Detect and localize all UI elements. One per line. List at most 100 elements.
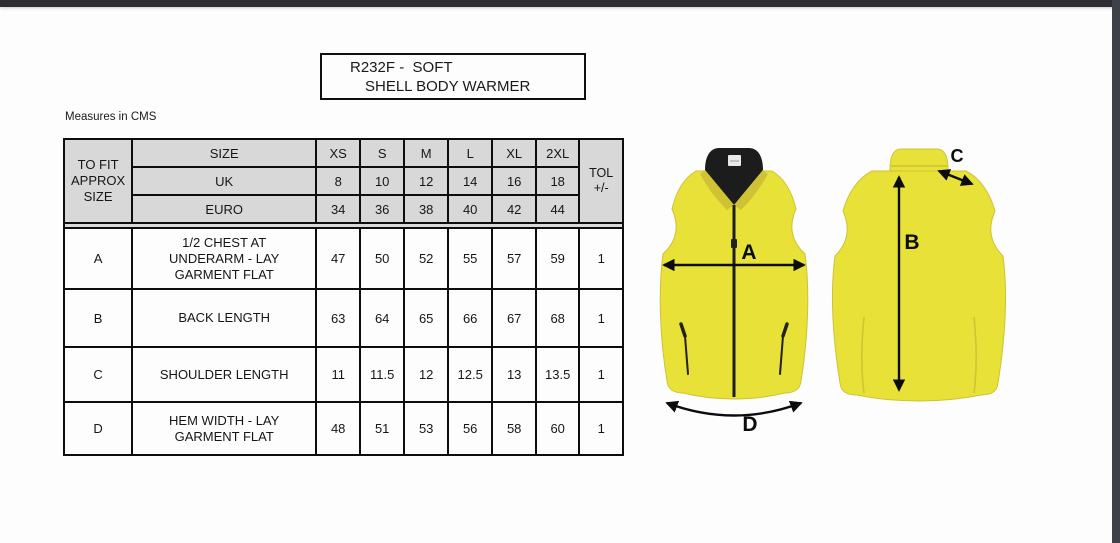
right-pocket-zip bbox=[779, 335, 784, 375]
size-row-label: SIZE bbox=[131, 138, 318, 168]
measurement-description-text: 1/2 CHEST AT UNDERARM - LAY GARMENT FLAT bbox=[169, 234, 280, 282]
shoulder-length-label: C bbox=[951, 146, 964, 166]
measurement-cell: 59 bbox=[535, 227, 581, 290]
back-collar-icon bbox=[889, 148, 949, 176]
row-key: A bbox=[62, 227, 134, 290]
measurement-cell: 60 bbox=[535, 401, 581, 456]
uk-value: 12 bbox=[403, 166, 450, 196]
measurement-cell: 52 bbox=[403, 227, 450, 290]
measurement-description-text: HEM WIDTH - LAY GARMENT FLAT bbox=[169, 412, 280, 444]
to-fit-approx-size-label: TO FIT APPROX SIZE bbox=[62, 138, 134, 224]
right-pocket-zip bbox=[781, 322, 789, 338]
measurement-cell: 12.5 bbox=[447, 346, 494, 403]
measurement-cell: 47 bbox=[315, 227, 362, 290]
header-row-uk: UK 8 10 12 14 16 18 bbox=[64, 166, 623, 196]
garment-front-view: A D bbox=[659, 148, 809, 436]
measurement-cell: 66 bbox=[447, 288, 494, 348]
measurement-row-b: B BACK LENGTH 63 64 65 66 67 68 1 bbox=[62, 288, 625, 348]
measurement-description: 1/2 CHEST AT UNDERARM - LAY GARMENT FLAT bbox=[131, 227, 318, 290]
uk-row-label: UK bbox=[131, 166, 318, 196]
tolerance-cell: 1 bbox=[578, 401, 625, 456]
left-pocket-zip bbox=[684, 335, 689, 375]
measurement-row-d: D HEM WIDTH - LAY GARMENT FLAT 48 51 53 … bbox=[62, 401, 625, 456]
size-m: M bbox=[403, 138, 450, 168]
tolerance-cell: 1 bbox=[578, 346, 625, 403]
left-pocket-zip bbox=[679, 322, 687, 338]
euro-value: 34 bbox=[315, 194, 362, 224]
size-l: L bbox=[447, 138, 494, 168]
size-2xl: 2XL bbox=[535, 138, 581, 168]
tolerance-label-line2: +/- bbox=[593, 181, 609, 195]
row-key: D bbox=[62, 401, 134, 456]
shoulder-length-arrow bbox=[937, 169, 974, 186]
product-code: R232F - SOFT bbox=[350, 59, 453, 76]
back-length-label: B bbox=[904, 231, 919, 254]
front-collar-icon bbox=[705, 148, 763, 205]
product-name: SHELL BODY WARMER bbox=[365, 78, 531, 95]
measurement-cell: 53 bbox=[403, 401, 450, 456]
header-row-size: TO FIT APPROX SIZE SIZE XS S M L XL 2XL … bbox=[62, 138, 625, 224]
tolerance-label: TOL +/- bbox=[578, 138, 625, 224]
separator-band bbox=[62, 222, 625, 229]
euro-value: 42 bbox=[491, 194, 538, 224]
measurement-row-a: A 1/2 CHEST AT UNDERARM - LAY GARMENT FL… bbox=[62, 227, 625, 290]
measurement-cell: 13.5 bbox=[535, 346, 581, 403]
chest-measure-label: A bbox=[741, 241, 756, 264]
back-vest-body bbox=[832, 170, 1006, 402]
tolerance-cell: 1 bbox=[578, 227, 625, 290]
measurement-cell: 65 bbox=[403, 288, 450, 348]
size-xl: XL bbox=[491, 138, 538, 168]
window-right-edge bbox=[1112, 0, 1120, 543]
hem-measure-label: D bbox=[742, 413, 757, 436]
measurement-description: SHOULDER LENGTH bbox=[131, 346, 318, 403]
measurement-cell: 68 bbox=[535, 288, 581, 348]
header-body-separator bbox=[62, 222, 625, 229]
header-row-euro: EURO 34 36 38 40 42 44 bbox=[64, 194, 623, 224]
side-seam-right bbox=[973, 316, 977, 394]
uk-value: 16 bbox=[491, 166, 538, 196]
row-key: B bbox=[62, 288, 134, 348]
measurement-cell: 57 bbox=[491, 227, 538, 290]
zipper-slider bbox=[731, 239, 737, 248]
measurement-cell: 13 bbox=[491, 346, 538, 403]
measurement-cell: 64 bbox=[359, 288, 406, 348]
measurement-cell: 12 bbox=[403, 346, 450, 403]
euro-value: 38 bbox=[403, 194, 450, 224]
measurement-cell: 55 bbox=[447, 227, 494, 290]
measurement-description: BACK LENGTH bbox=[131, 288, 318, 348]
measurement-cell: 56 bbox=[447, 401, 494, 456]
collar-flap-left bbox=[700, 170, 734, 210]
euro-row-label: EURO bbox=[131, 194, 318, 224]
collar-flap-right bbox=[734, 170, 768, 210]
garment-back-view: B C bbox=[832, 146, 1006, 402]
uk-value: 18 bbox=[535, 166, 581, 196]
product-title-box: R232F - SOFT SHELL BODY WARMER bbox=[320, 53, 586, 100]
measurement-cell: 11 bbox=[315, 346, 362, 403]
euro-value: 40 bbox=[447, 194, 494, 224]
tolerance-cell: 1 bbox=[578, 288, 625, 348]
measurement-cell: 58 bbox=[491, 401, 538, 456]
measurement-cell: 48 bbox=[315, 401, 362, 456]
measurement-row-c: C SHOULDER LENGTH 11 11.5 12 12.5 13 13.… bbox=[62, 346, 625, 403]
uk-value: 10 bbox=[359, 166, 406, 196]
uk-value: 8 bbox=[315, 166, 362, 196]
size-s: S bbox=[359, 138, 406, 168]
measurement-description: HEM WIDTH - LAY GARMENT FLAT bbox=[131, 401, 318, 456]
measurement-description-text: BACK LENGTH bbox=[178, 310, 271, 325]
measurement-cell: 63 bbox=[315, 288, 362, 348]
tolerance-label-line1: TOL bbox=[589, 166, 614, 180]
row-key: C bbox=[62, 346, 134, 403]
side-seam-left bbox=[861, 316, 865, 394]
measures-note: Measures in CMS bbox=[65, 111, 157, 123]
window-top-edge bbox=[0, 0, 1120, 7]
measurement-cell: 51 bbox=[359, 401, 406, 456]
measurement-cell: 11.5 bbox=[359, 346, 406, 403]
uk-value: 14 bbox=[447, 166, 494, 196]
measurement-cell: 50 bbox=[359, 227, 406, 290]
size-xs: XS bbox=[315, 138, 362, 168]
euro-value: 36 bbox=[359, 194, 406, 224]
measurement-description-text: SHOULDER LENGTH bbox=[159, 366, 289, 382]
hem-width-arrow bbox=[665, 400, 803, 417]
measurement-cell: 67 bbox=[491, 288, 538, 348]
